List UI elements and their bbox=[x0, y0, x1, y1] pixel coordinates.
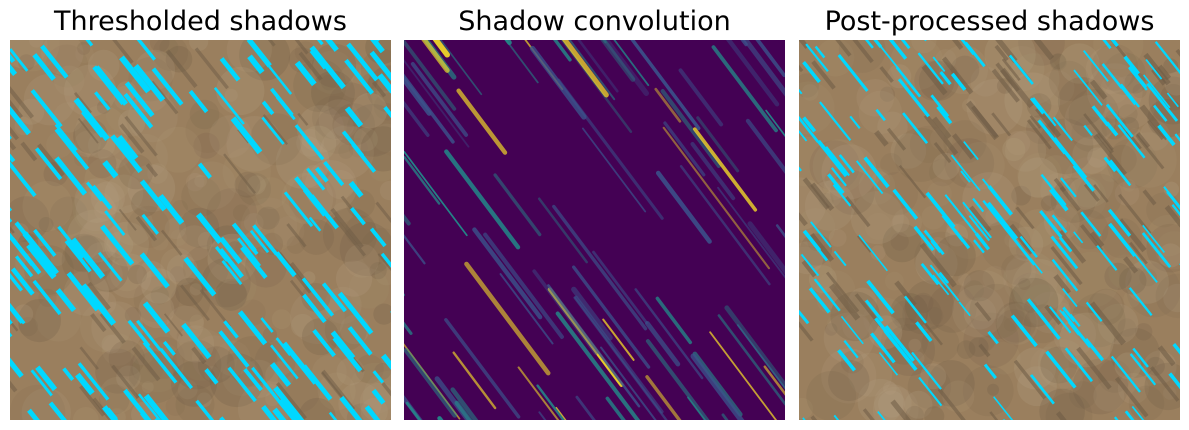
panel-title: Shadow convolution bbox=[458, 6, 731, 37]
post-processed-shadows-image bbox=[799, 40, 1180, 420]
panel-shadow-convolution: Shadow convolution bbox=[404, 0, 785, 430]
panel-title: Post-processed shadows bbox=[824, 6, 1155, 37]
thresholded-shadows-image bbox=[10, 40, 391, 420]
panel-title: Thresholded shadows bbox=[54, 6, 347, 37]
panel-post-processed-shadows: Post-processed shadows bbox=[799, 0, 1180, 430]
shadow-convolution-heatmap bbox=[404, 40, 785, 420]
panel-thresholded-shadows: Thresholded shadows bbox=[10, 0, 391, 430]
